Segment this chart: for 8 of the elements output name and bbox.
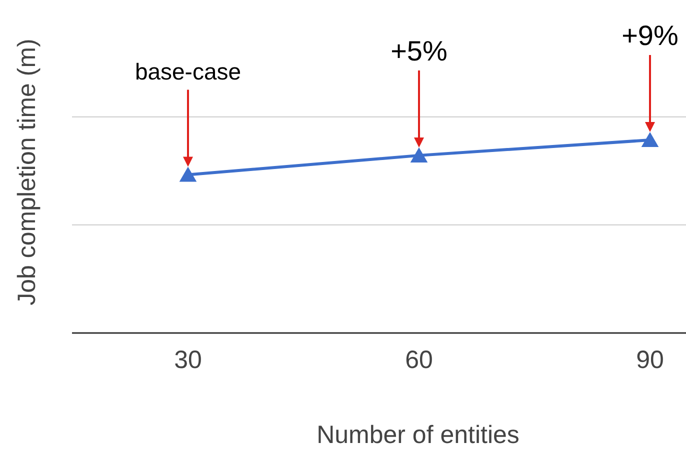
x-tick-label: 60 <box>405 346 433 374</box>
y-axis-title: Job completion time (m) <box>13 38 41 306</box>
x-tick-label: 90 <box>636 346 664 374</box>
x-axis-title: Number of entities <box>316 421 520 449</box>
text: base-case <box>134 58 242 85</box>
text: +9% <box>622 20 678 51</box>
x-tick-label: 30 <box>174 346 202 374</box>
text: +5% <box>390 35 448 66</box>
